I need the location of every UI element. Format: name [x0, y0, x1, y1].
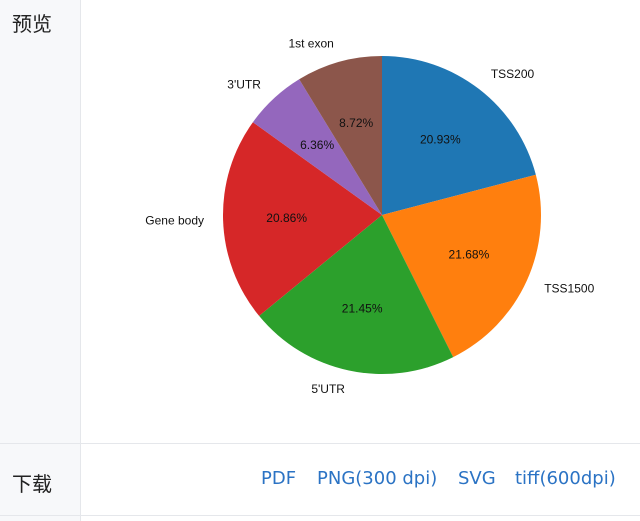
pie-value-label-5-utr: 21.45% — [342, 301, 383, 315]
pie-category-label-5-utr: 5'UTR — [311, 382, 345, 396]
row-divider-bottom — [0, 515, 640, 516]
pie-value-label-tss200: 20.93% — [420, 132, 461, 146]
pie-slice-1st-exon — [299, 56, 382, 215]
download-svg-link[interactable]: SVG — [458, 468, 496, 489]
pie-slice-tss200 — [382, 56, 536, 215]
pie-chart: 20.93% TSS200 21.68% TSS1500 21.45% 5'UTR 20.8… — [145, 37, 594, 397]
download-png-link[interactable]: PNG(300 dpi) — [317, 468, 438, 489]
download-pdf-link[interactable]: PDF — [261, 468, 297, 489]
preview-label: 预览 — [12, 12, 52, 36]
row-divider-top — [0, 443, 640, 444]
download-label: 下载 — [12, 472, 52, 496]
pie-chart-container: 20.93% TSS200 21.68% TSS1500 21.45% 5'UTR 20.8… — [80, 0, 640, 443]
pie-value-label-gene-body: 20.86% — [266, 211, 307, 225]
pie-category-label-tss200: TSS200 — [491, 67, 535, 81]
pie-value-label-tss1500: 21.68% — [449, 247, 490, 261]
pie-category-label-gene-body: Gene body — [145, 214, 204, 228]
pie-slice-5-utr — [259, 215, 454, 374]
pie-slice-gene-body — [222, 122, 382, 316]
pie-value-label-1st-exon: 8.72% — [339, 116, 373, 130]
pie-category-label-tss1500: TSS1500 — [544, 281, 594, 295]
download-links: PDF PNG(300 dpi) SVG tiff(600dpi) — [0, 468, 640, 496]
pie-value-label-3-utr: 6.36% — [300, 138, 334, 152]
pie-category-label-1st-exon: 1st exon — [288, 37, 333, 51]
pie-slice-tss1500 — [382, 174, 541, 358]
download-tiff-link[interactable]: tiff(600dpi) — [515, 468, 616, 489]
label-column — [0, 0, 81, 521]
pie-category-label-3-utr: 3'UTR — [227, 77, 261, 91]
pie-slice-3-utr — [252, 79, 382, 215]
